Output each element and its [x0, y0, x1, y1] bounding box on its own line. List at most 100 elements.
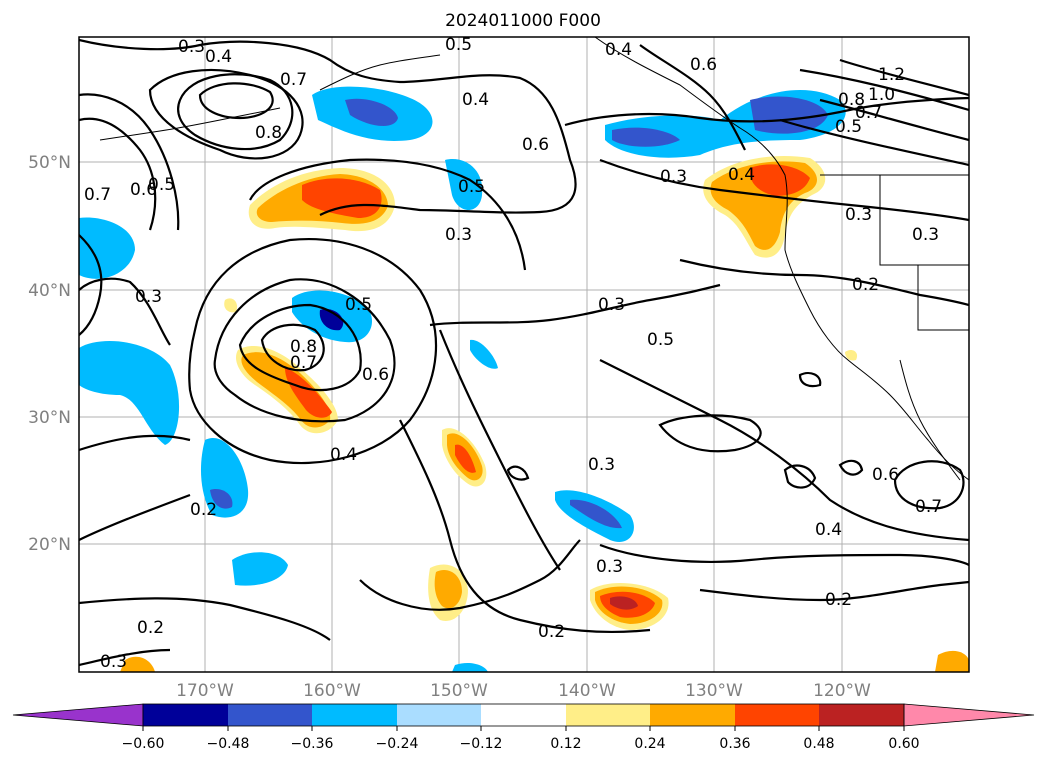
neg-region-sw [79, 341, 180, 445]
colorbar-bin [143, 704, 228, 726]
map-title: 2024011000 F000 [445, 11, 601, 31]
neg-core-east [570, 499, 622, 529]
neg-region-west [79, 217, 135, 279]
pos-deep-se [610, 596, 638, 610]
lat-tick-label: 40°N [28, 281, 71, 301]
filled-anomalies [79, 86, 969, 672]
colorbar-bin [481, 704, 566, 726]
pos-region-sw [120, 656, 155, 672]
lon-tick-label: 140°W [558, 681, 616, 701]
colorbar-tick-label: 0.60 [888, 736, 919, 752]
neg-core-bc2 [612, 127, 680, 147]
contour-label: 0.6 [690, 55, 717, 75]
contour-label: 0.3 [912, 225, 939, 245]
contour-label: 0.4 [205, 47, 232, 67]
colorbar-tick-label: 0.12 [550, 736, 581, 752]
contour-label: 0.3 [596, 557, 623, 577]
colorbar-bin [819, 704, 904, 726]
lat-tick-label: 20°N [28, 535, 71, 555]
contour-label: 0.4 [815, 520, 842, 540]
colorbar-frame [142, 703, 905, 727]
map-panel: 0.3 0.4 0.5 0.4 0.6 1.2 1.0 0.8 0.7 0.5 … [79, 35, 969, 672]
colorbar-tick-label: −0.24 [376, 736, 419, 752]
colorbar-tick-label: 0.24 [634, 736, 665, 752]
colorbar-tick-label: −0.12 [460, 736, 503, 752]
lon-tick-label: 130°W [685, 681, 743, 701]
lat-tick-label: 30°N [28, 408, 71, 428]
contour-label: 0.2 [190, 500, 217, 520]
neg-region-small [470, 339, 498, 369]
contour-label: 0.8 [290, 337, 317, 357]
neg-region-mid [445, 159, 483, 210]
contour-label: 0.3 [598, 295, 625, 315]
colorbar-bin [397, 704, 481, 726]
neg-core-gulf-alaska [345, 98, 398, 126]
colorbar-tick-label: −0.36 [291, 736, 334, 752]
contour-label: 0.3 [588, 455, 615, 475]
contour-label: 0.4 [605, 40, 632, 60]
contour-label: 0.3 [135, 287, 162, 307]
contour-label: 0.2 [538, 622, 565, 642]
pos-core-north [302, 178, 382, 218]
contour-label: 0.5 [148, 175, 175, 195]
colorbar: −0.60 −0.48 −0.36 −0.24 −0.12 0.12 0.24 … [12, 703, 1035, 752]
contour-label: 0.7 [290, 353, 317, 373]
contour-label: 0.2 [137, 618, 164, 638]
contour-label: 0.7 [855, 103, 882, 123]
contour-label: 0.2 [852, 275, 879, 295]
lat-tick-label: 50°N [28, 153, 71, 173]
colorbar-extend-low [12, 703, 144, 727]
contour-label: 0.2 [825, 590, 852, 610]
contour-label: 0.5 [647, 330, 674, 350]
contour-label: 0.3 [445, 225, 472, 245]
contour-label: 0.5 [445, 35, 472, 55]
contour-labels: 0.3 0.4 0.5 0.4 0.6 1.2 1.0 0.8 0.7 0.5 … [84, 35, 942, 672]
colorbar-tick-label: −0.60 [122, 736, 165, 752]
colorbar-tick-label: 0.36 [719, 736, 750, 752]
contour-label: 0.4 [728, 165, 755, 185]
pos-region-se-corner [935, 650, 969, 672]
neg-region-hawaii-s [232, 552, 288, 586]
lon-tick-label: 150°W [430, 681, 488, 701]
contour-label: 1.0 [868, 85, 895, 105]
neg-region-bottom [452, 662, 488, 672]
contour-label: 0.8 [838, 90, 865, 110]
contour-label: 0.6 [362, 365, 389, 385]
lon-tick-label: 160°W [303, 681, 361, 701]
contour-label: 0.4 [462, 90, 489, 110]
contour-label: 0.5 [835, 117, 862, 137]
colorbar-bin [650, 704, 735, 726]
contour-label: 0.5 [458, 177, 485, 197]
contour-label: 0.3 [660, 167, 687, 187]
contour-label: 0.6 [130, 180, 157, 200]
lon-tick-label: 120°W [813, 681, 871, 701]
colorbar-tick-label: −0.48 [207, 736, 250, 752]
contour-label: 0.4 [330, 445, 357, 465]
pos-region-baja [845, 349, 858, 361]
map-frame [78, 36, 970, 673]
lon-tick-label: 170°W [176, 681, 234, 701]
contour-label: 0.3 [178, 37, 205, 57]
contour-label: 0.7 [280, 70, 307, 90]
pos-core-coast [749, 164, 810, 196]
neg-core-sw2 [210, 489, 233, 509]
contour-label: 0.8 [255, 123, 282, 143]
colorbar-bin [228, 704, 312, 726]
contour-label: 0.7 [84, 185, 111, 205]
colorbar-extend-high [903, 703, 1035, 727]
colorbar-tick-label: 0.48 [803, 736, 834, 752]
contours [79, 38, 969, 667]
pos-mid-south [434, 570, 462, 609]
contour-label: 0.3 [845, 205, 872, 225]
colorbar-bin [566, 704, 650, 726]
contour-label: 0.6 [872, 465, 899, 485]
contour-label: 0.3 [100, 652, 127, 672]
colorbar-bin [312, 704, 397, 726]
pos-core-kona [285, 368, 332, 418]
lat-tick-labels: 50°N 40°N 30°N 20°N [28, 153, 71, 555]
neg-core-bc [750, 96, 828, 134]
contour-label: 0.5 [345, 295, 372, 315]
colorbar-bin [735, 704, 819, 726]
pos-core-mid [455, 444, 476, 473]
